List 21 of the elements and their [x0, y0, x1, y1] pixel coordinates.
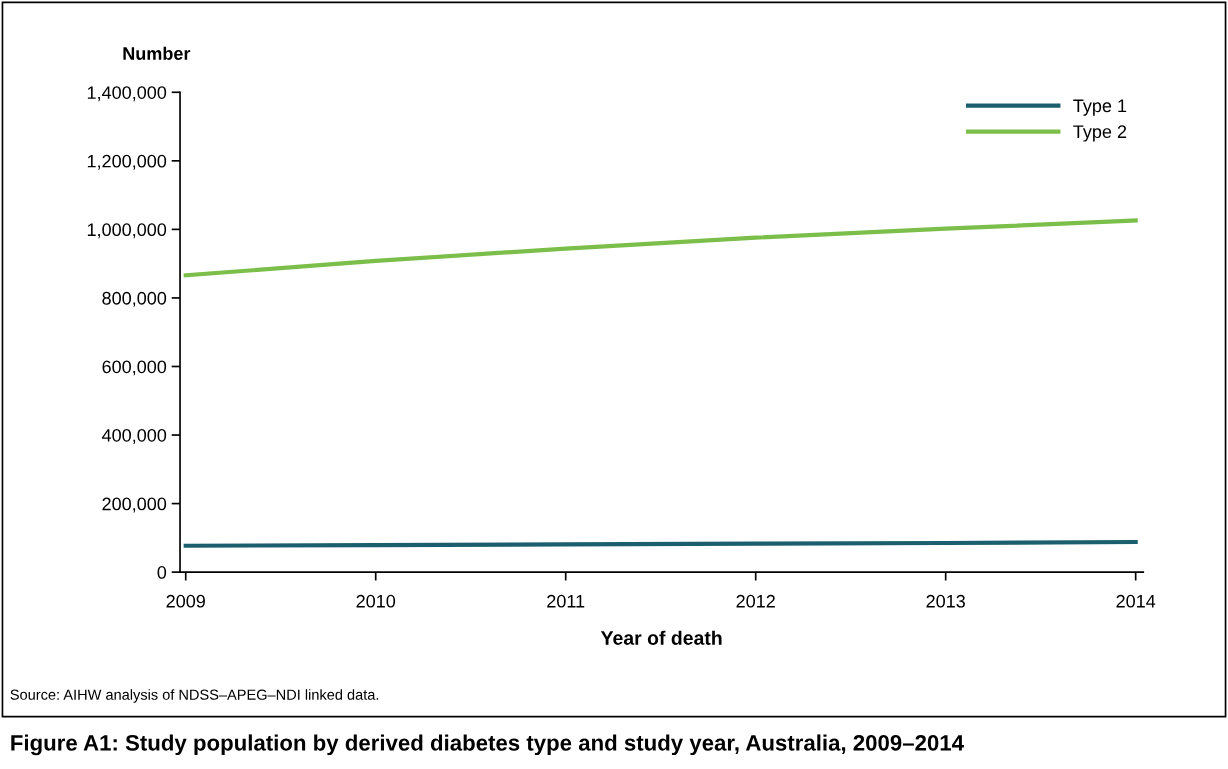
x-tick-label: 2011 — [547, 594, 585, 608]
x-tick-label: 2013 — [926, 594, 965, 608]
y-tick-label: 200,000 — [102, 497, 167, 513]
x-tick-label: 2014 — [1116, 594, 1156, 608]
x-tick-label: 2010 — [356, 594, 396, 608]
y-tick-label: 0 — [157, 566, 167, 579]
y-tick-label: 800,000 — [102, 291, 167, 307]
y-tick-label: 1,000,000 — [87, 223, 167, 239]
x-axis-title: Year of death — [600, 630, 722, 645]
x-tick-label: 2012 — [736, 594, 775, 608]
y-tick-label: 1,400,000 — [87, 86, 167, 102]
y-axis-title: Number — [123, 46, 191, 60]
legend-label: Type 1 — [1073, 99, 1127, 116]
line-series — [183, 218, 1138, 278]
y-tick-label: 1,200,000 — [87, 154, 167, 170]
text: Figure A1: Study population by derived diabetes type and study year, Australia, 2009–2014 — [11, 734, 964, 756]
y-tick-label: 600,000 — [102, 360, 167, 376]
legend-label: Type 2 — [1073, 125, 1127, 142]
x-tick-label: 2009 — [166, 594, 205, 608]
source-note: Source: AIHW analysis of NDSS–APEG–NDI linked data. — [10, 689, 379, 703]
y-tick-label: 400,000 — [101, 428, 167, 444]
